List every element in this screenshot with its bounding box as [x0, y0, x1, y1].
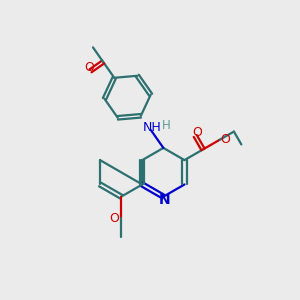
- Text: O: O: [84, 61, 94, 74]
- Text: O: O: [192, 126, 202, 139]
- Text: H: H: [162, 119, 171, 132]
- Text: N: N: [159, 193, 171, 207]
- Text: O: O: [220, 133, 230, 146]
- Text: NH: NH: [143, 121, 162, 134]
- Text: O: O: [109, 212, 119, 225]
